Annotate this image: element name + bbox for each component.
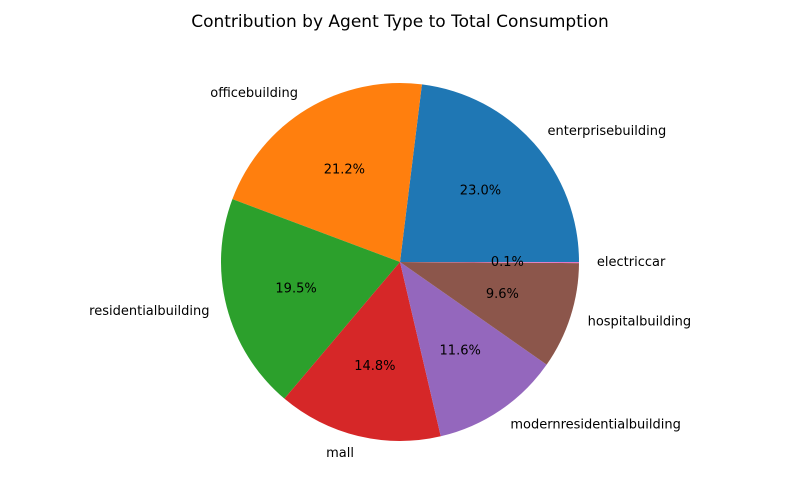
slice-percent-hospitalbuilding: 9.6% — [486, 287, 519, 302]
pie-slice-residentialbuilding — [220, 199, 400, 399]
slice-label-hospitalbuilding: hospitalbuilding — [588, 314, 692, 329]
slice-label-electriccar: electriccar — [597, 255, 666, 270]
slice-label-officebuilding: officebuilding — [210, 86, 298, 101]
slice-label-enterprisebuilding: enterprisebuilding — [548, 124, 667, 139]
pie-slice-hospitalbuilding — [400, 262, 579, 365]
slice-percent-mall: 14.8% — [354, 359, 395, 374]
pie-slice-modernresidentialbuilding — [400, 262, 547, 437]
slice-label-mall: mall — [326, 446, 354, 461]
slice-percent-electriccar: 0.1% — [491, 255, 524, 270]
pie-slice-enterprisebuilding — [400, 84, 579, 262]
pie-slice-electriccar — [400, 262, 580, 264]
chart-title: Contribution by Agent Type to Total Cons… — [191, 12, 609, 32]
slice-percent-modernresidentialbuilding: 11.6% — [440, 343, 481, 358]
pie-slice-mall — [284, 262, 441, 441]
pie-slice-officebuilding — [232, 83, 422, 262]
slice-label-residentialbuilding: residentialbuilding — [89, 304, 209, 319]
slice-percent-officebuilding: 21.2% — [324, 163, 365, 178]
slice-label-modernresidentialbuilding: modernresidentialbuilding — [510, 418, 681, 433]
slice-percent-residentialbuilding: 19.5% — [275, 282, 316, 297]
slice-percent-enterprisebuilding: 23.0% — [460, 183, 501, 198]
